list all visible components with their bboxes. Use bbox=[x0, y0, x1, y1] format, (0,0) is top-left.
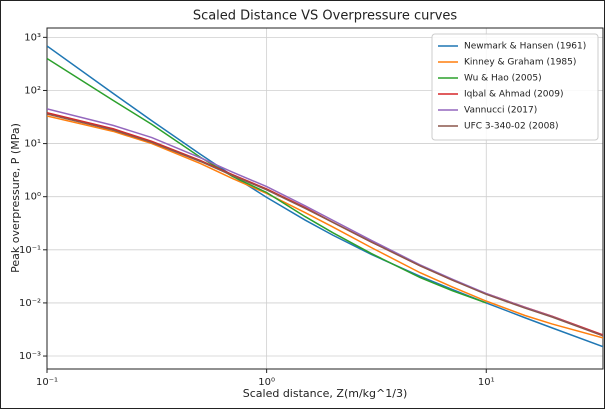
x-tick-label: 10¹ bbox=[478, 377, 495, 388]
legend-label: Newmark & Hansen (1961) bbox=[464, 42, 586, 52]
legend-label: Iqbal & Ahmad (2009) bbox=[464, 90, 563, 100]
y-tick-label: 10⁻³ bbox=[19, 351, 41, 362]
y-tick-label: 10⁰ bbox=[24, 192, 41, 203]
legend-label: Vannucci (2017) bbox=[464, 106, 537, 116]
y-tick-label: 10² bbox=[24, 85, 41, 96]
x-tick-label: 10⁻¹ bbox=[36, 377, 58, 388]
y-tick-label: 10³ bbox=[24, 32, 41, 43]
y-axis-label: Peak overpressure, P (MPa) bbox=[9, 123, 22, 273]
y-tick-label: 10⁻² bbox=[19, 298, 41, 309]
series-line bbox=[47, 115, 603, 339]
series-line bbox=[47, 113, 603, 337]
series-line bbox=[47, 45, 603, 348]
legend-label: Wu & Hao (2005) bbox=[464, 74, 542, 84]
x-tick-label: 10⁰ bbox=[258, 377, 275, 388]
series-line bbox=[47, 57, 487, 304]
plot-frame bbox=[46, 27, 604, 370]
legend-label: UFC 3-340-02 (2008) bbox=[464, 122, 559, 132]
chart-title: Scaled Distance VS Overpressure curves bbox=[193, 9, 458, 24]
legend-label: Kinney & Graham (1985) bbox=[464, 58, 576, 68]
legend bbox=[431, 33, 599, 141]
y-tick-label: 10¹ bbox=[24, 139, 41, 150]
y-tick-label: 10⁻¹ bbox=[19, 245, 41, 256]
x-axis-label: Scaled distance, Z(m/kg^1/3) bbox=[243, 387, 408, 400]
